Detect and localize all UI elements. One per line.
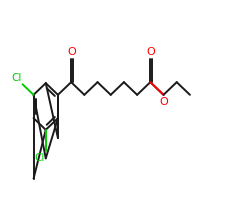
Text: O: O	[159, 97, 168, 107]
Text: Cl: Cl	[12, 73, 22, 83]
Text: O: O	[147, 47, 156, 57]
Text: O: O	[67, 47, 76, 57]
Text: Cl: Cl	[35, 153, 45, 163]
